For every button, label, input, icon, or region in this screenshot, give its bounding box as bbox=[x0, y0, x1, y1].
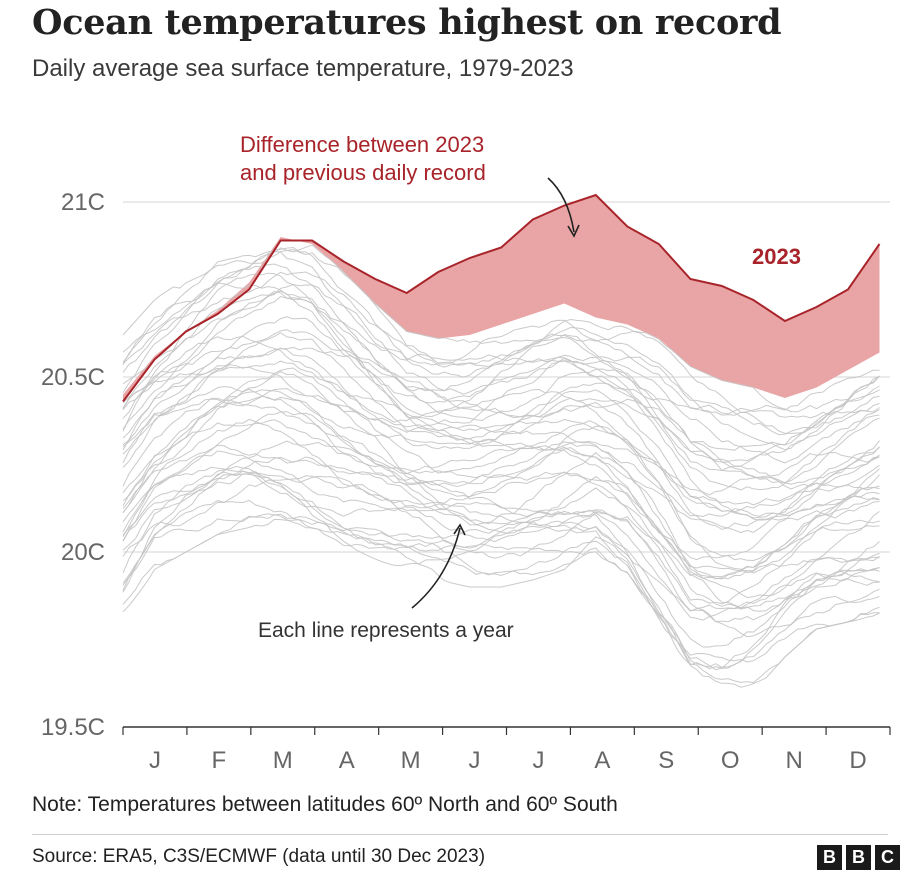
year-lines bbox=[122, 244, 880, 688]
x-tick-label: J bbox=[532, 747, 544, 774]
highlight-label-2023: 2023 bbox=[752, 244, 801, 269]
x-tick-label: A bbox=[594, 747, 610, 774]
year-line bbox=[122, 272, 880, 472]
each-line-arrow bbox=[411, 527, 461, 609]
year-line bbox=[122, 360, 880, 506]
difference-arrowhead bbox=[567, 224, 580, 238]
chart-title: Ocean temperatures highest on record bbox=[32, 2, 782, 43]
year-line bbox=[122, 295, 880, 484]
year-line bbox=[122, 465, 880, 648]
year-line bbox=[122, 283, 880, 464]
year-line bbox=[122, 329, 880, 485]
difference-annotation-line1: Difference between 2023 bbox=[240, 132, 484, 157]
year-line bbox=[122, 271, 880, 436]
year-line bbox=[122, 367, 880, 562]
year-line bbox=[122, 475, 880, 638]
difference-annotation-line2: and previous daily record bbox=[240, 160, 486, 185]
y-tick-label: 19.5C bbox=[41, 714, 105, 741]
x-tick-label: F bbox=[212, 747, 227, 774]
year-line bbox=[122, 316, 880, 517]
x-tick-label: M bbox=[401, 747, 421, 774]
chart-note: Note: Temperatures between latitudes 60º… bbox=[32, 793, 618, 816]
difference-arrow bbox=[547, 177, 575, 233]
year-line bbox=[122, 244, 880, 434]
x-tick-label: M bbox=[273, 747, 293, 774]
x-tick-label: S bbox=[658, 747, 674, 774]
chart-source: Source: ERA5, C3S/ECMWF (data until 30 D… bbox=[32, 846, 486, 867]
x-tick-label: N bbox=[785, 747, 802, 774]
each-line-annotation: Each line represents a year bbox=[258, 619, 514, 642]
x-tick-label: J bbox=[469, 747, 481, 774]
highlight-series bbox=[122, 193, 881, 403]
year-line bbox=[122, 466, 880, 612]
series-2023-line bbox=[122, 193, 881, 403]
footer-divider bbox=[32, 834, 888, 835]
x-tick-label: O bbox=[721, 747, 740, 774]
bbc-logo: B B C bbox=[817, 845, 900, 870]
year-line bbox=[122, 411, 880, 599]
year-line bbox=[122, 440, 880, 612]
x-tick-label: J bbox=[149, 747, 161, 774]
y-tick-label: 20.5C bbox=[41, 364, 105, 391]
bbc-logo-letter: C bbox=[875, 845, 900, 870]
y-tick-label: 20C bbox=[61, 539, 105, 566]
year-line bbox=[122, 513, 880, 663]
year-line bbox=[122, 499, 880, 668]
year-line bbox=[122, 456, 880, 610]
year-line bbox=[122, 282, 880, 419]
year-line bbox=[122, 370, 880, 574]
annotations: Difference between 2023 and previous dai… bbox=[240, 132, 801, 642]
bbc-logo-letter: B bbox=[817, 845, 842, 870]
y-axis-ticks: 19.5C 20C 20.5C 21C bbox=[41, 189, 105, 741]
year-line bbox=[122, 395, 880, 580]
year-line bbox=[122, 450, 880, 621]
x-tick-label: A bbox=[339, 747, 355, 774]
year-line bbox=[122, 444, 880, 578]
y-tick-label: 21C bbox=[61, 189, 105, 216]
year-line bbox=[122, 366, 880, 518]
year-line bbox=[122, 472, 880, 623]
year-line bbox=[122, 397, 880, 561]
year-line bbox=[122, 246, 880, 451]
x-tick-label: D bbox=[849, 747, 866, 774]
each-line-arrowhead bbox=[453, 523, 466, 536]
difference-area bbox=[123, 195, 880, 402]
year-line bbox=[122, 418, 880, 605]
year-line bbox=[122, 389, 880, 580]
year-line bbox=[122, 250, 880, 416]
year-line bbox=[122, 518, 880, 688]
year-line bbox=[122, 514, 880, 684]
year-line bbox=[122, 388, 880, 521]
year-line bbox=[122, 332, 880, 519]
year-line bbox=[122, 386, 880, 529]
year-line bbox=[122, 290, 880, 462]
year-line bbox=[122, 248, 880, 413]
bbc-logo-letter: B bbox=[846, 845, 871, 870]
year-line bbox=[122, 290, 880, 491]
difference-area-fill bbox=[123, 195, 880, 402]
chart-subtitle: Daily average sea surface temperature, 1… bbox=[32, 55, 574, 82]
